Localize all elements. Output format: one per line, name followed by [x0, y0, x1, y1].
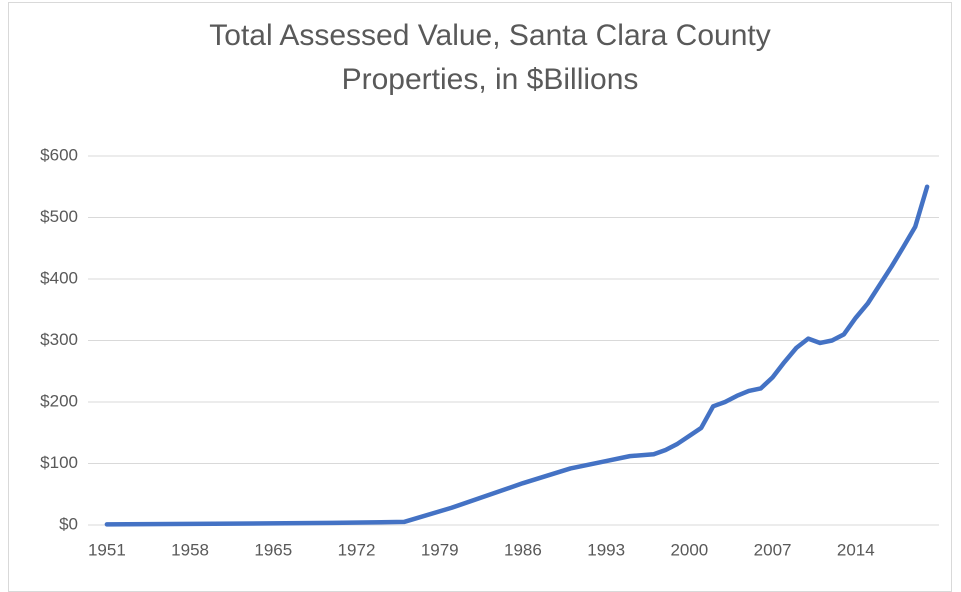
data-line [104, 184, 930, 527]
y-tick-label: $400 [40, 268, 78, 287]
x-tick-label: 1972 [338, 540, 376, 559]
x-tick-label: 1951 [88, 540, 126, 559]
x-tick-label: 2014 [837, 540, 875, 559]
y-tick-label: $200 [40, 391, 78, 410]
x-tick-label: 1993 [587, 540, 625, 559]
y-tick-label: $500 [40, 207, 78, 226]
y-tick-label: $0 [59, 514, 78, 533]
y-tick-label: $300 [40, 330, 78, 349]
x-tick-label: 1958 [171, 540, 209, 559]
chart-title: Total Assessed Value, Santa Clara County… [209, 19, 771, 96]
x-tick-label: 2000 [670, 540, 708, 559]
x-tick-label: 2007 [754, 540, 792, 559]
x-tick-label: 1979 [421, 540, 459, 559]
x-tick-label: 1965 [254, 540, 292, 559]
y-tick-label: $600 [40, 145, 78, 164]
y-tick-label: $100 [40, 453, 78, 472]
x-tick-label: 1986 [504, 540, 542, 559]
